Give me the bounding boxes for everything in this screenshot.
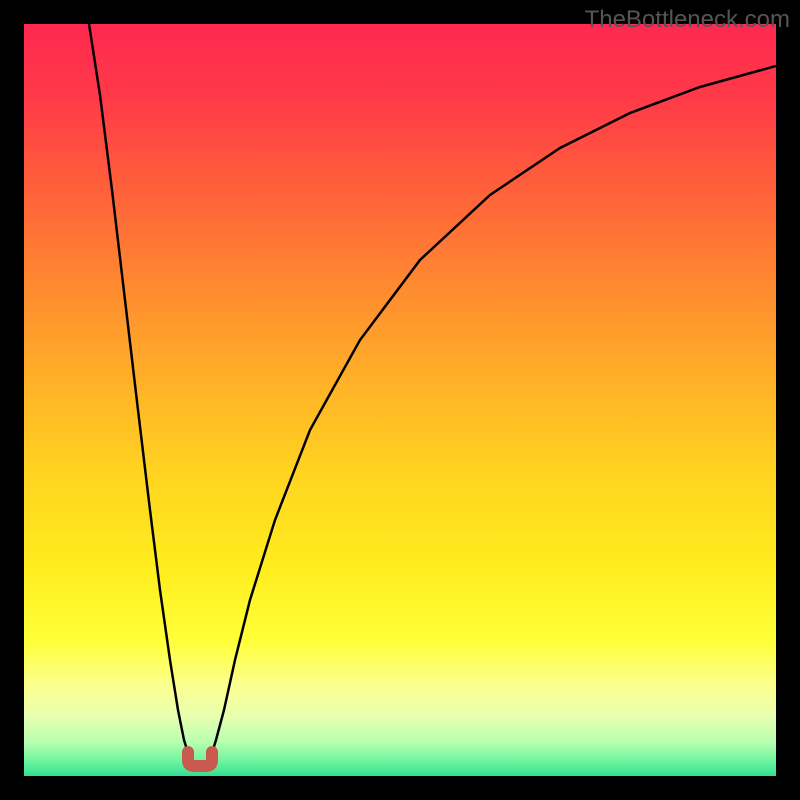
- chart-svg: [0, 0, 800, 800]
- chart-container: TheBottleneck.com: [0, 0, 800, 800]
- watermark-text: TheBottleneck.com: [585, 6, 790, 34]
